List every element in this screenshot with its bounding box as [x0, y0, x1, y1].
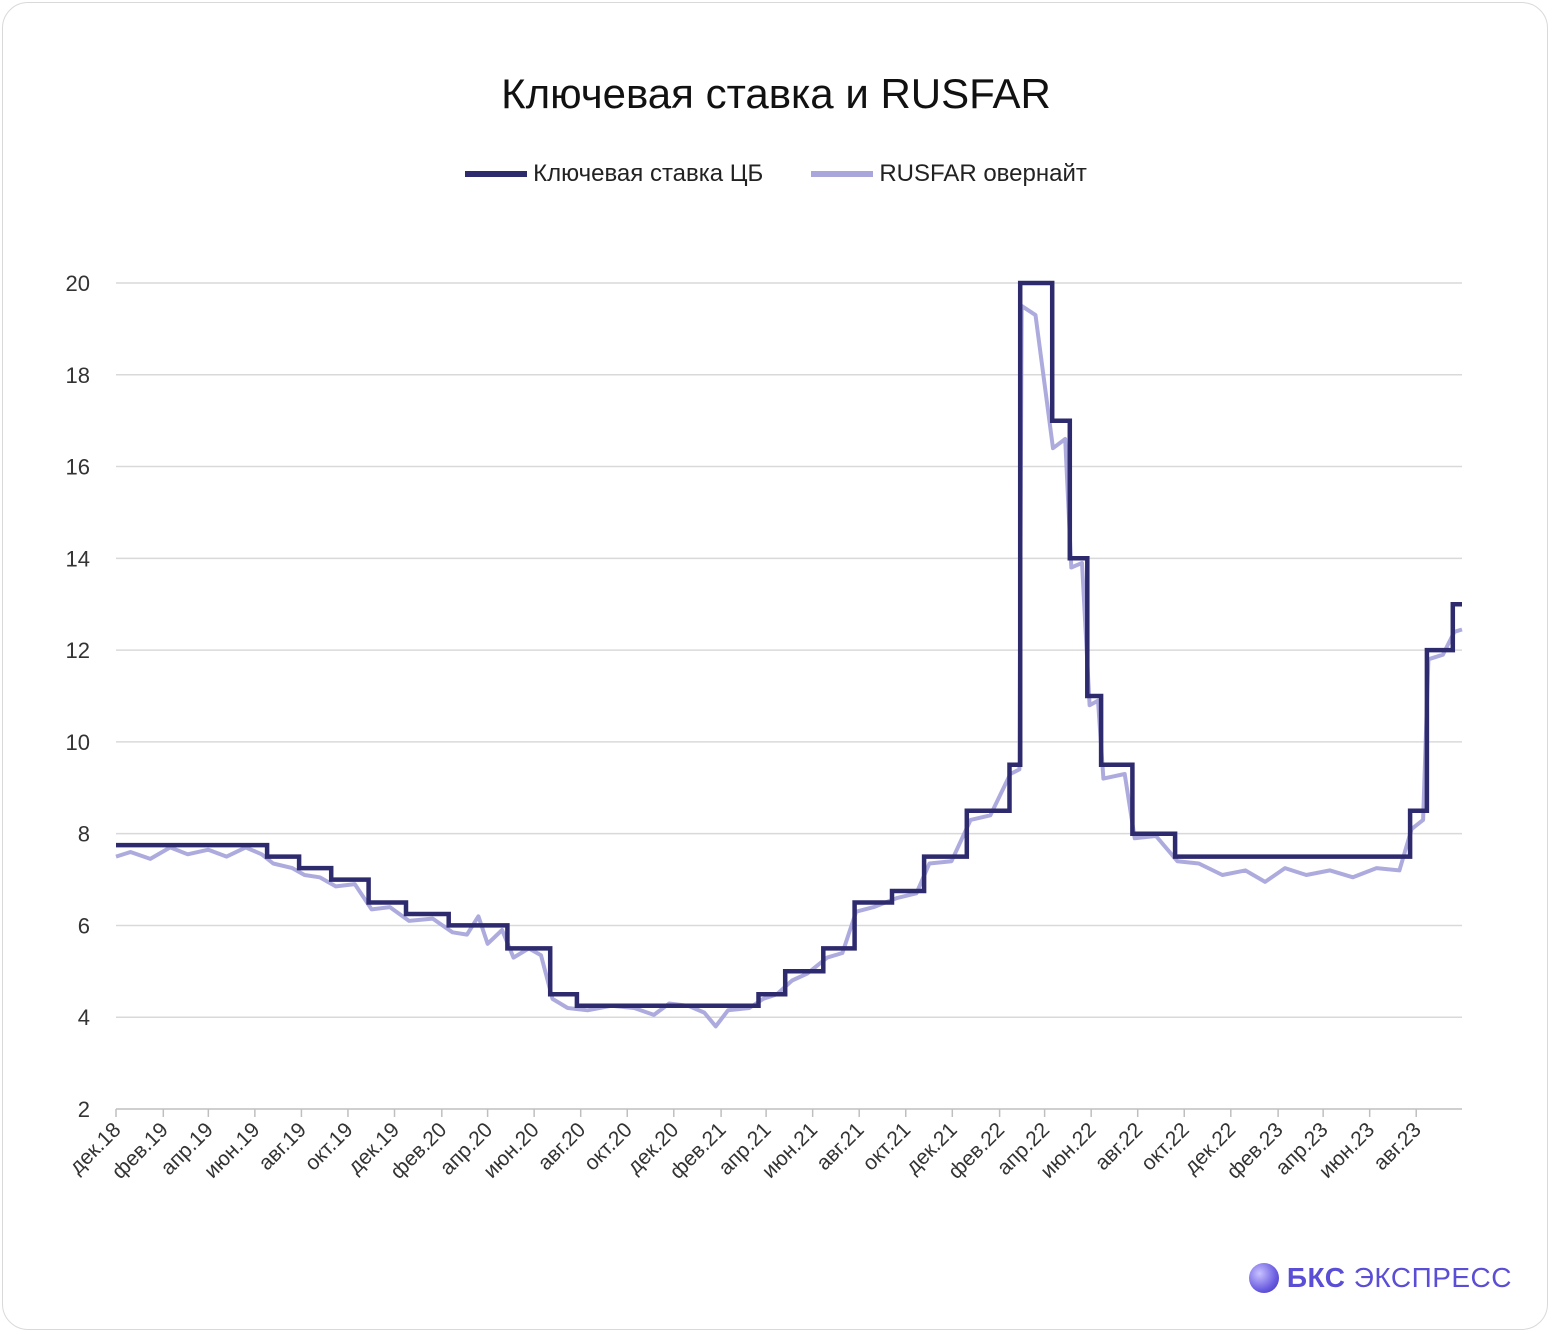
y-tick-label: 16: [66, 455, 90, 480]
y-tick-label: 4: [78, 1005, 90, 1030]
y-tick-label: 10: [66, 730, 90, 755]
legend-swatch-rusfar: [811, 171, 874, 177]
x-tick-label: авг.20: [534, 1118, 591, 1175]
brand-logo-group: БКС ЭКСПРЕСС: [1248, 1262, 1512, 1294]
y-tick-label: 20: [66, 271, 90, 296]
legend-item-key-rate: Ключевая ставка ЦБ: [465, 160, 763, 188]
chart-legend: Ключевая ставка ЦБ RUSFAR овернайт: [0, 160, 1552, 188]
brand-logo-icon: [1248, 1263, 1279, 1293]
legend-swatch-key-rate: [465, 171, 528, 177]
legend-item-rusfar: RUSFAR овернайт: [811, 160, 1087, 188]
legend-label-key-rate: Ключевая ставка ЦБ: [533, 160, 764, 187]
y-tick-label: 18: [66, 363, 90, 388]
series-line-key-rate: [116, 280, 1462, 1009]
y-tick-label: 6: [78, 913, 90, 938]
y-tick-label: 14: [66, 546, 90, 571]
x-tick-label: авг.23: [1369, 1118, 1426, 1175]
y-tick-label: 8: [78, 822, 90, 847]
x-tick-label: авг.22: [1091, 1118, 1148, 1175]
x-tick-label: авг.19: [254, 1118, 311, 1175]
legend-label-rusfar: RUSFAR овернайт: [879, 160, 1087, 187]
brand-name-bold: БКС: [1286, 1262, 1346, 1293]
chart-title: Ключевая ставка и RUSFAR: [501, 70, 1051, 117]
y-tick-label: 2: [78, 1097, 90, 1122]
y-tick-label: 12: [66, 638, 90, 663]
x-tick-label: авг.21: [812, 1118, 869, 1175]
series-line-rusfar: [115, 303, 1463, 1029]
brand-name-rest: ЭКСПРЕСС: [1345, 1262, 1512, 1293]
brand-name: БКС ЭКСПРЕСС: [1287, 1262, 1512, 1294]
